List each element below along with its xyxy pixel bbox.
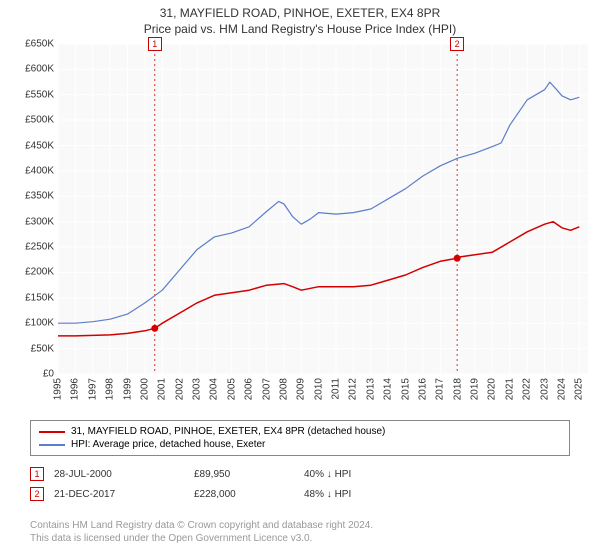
legend-label: 31, MAYFIELD ROAD, PINHOE, EXETER, EX4 8… [71, 426, 385, 437]
legend-swatch [39, 444, 65, 446]
event-id-box: 1 [30, 467, 44, 481]
x-tick-label: 1996 [70, 378, 81, 400]
event-price: £89,950 [194, 469, 294, 480]
event-date: 28-JUL-2000 [54, 469, 184, 480]
x-tick-label: 2014 [383, 378, 394, 400]
x-tick-label: 2005 [226, 378, 237, 400]
x-tick-label: 2015 [400, 378, 411, 400]
x-tick-label: 1998 [105, 378, 116, 400]
x-tick-label: 2017 [435, 378, 446, 400]
x-tick-label: 2008 [278, 378, 289, 400]
x-tick-label: 2020 [487, 378, 498, 400]
footer-attribution: Contains HM Land Registry data © Crown c… [30, 520, 570, 545]
x-tick-label: 2011 [331, 378, 342, 400]
legend-item: HPI: Average price, detached house, Exet… [39, 438, 561, 451]
event-table: 1 28-JUL-2000 £89,950 40% ↓ HPI 2 21-DEC-2017… [30, 464, 570, 504]
x-tick-label: 2021 [504, 378, 515, 400]
chart-subtitle: Price paid vs. HM Land Registry's House … [0, 22, 600, 42]
event-point [454, 255, 461, 262]
x-tick-label: 2023 [539, 378, 550, 400]
x-tick-label: 2025 [574, 378, 585, 400]
legend: 31, MAYFIELD ROAD, PINHOE, EXETER, EX4 8… [30, 420, 570, 456]
y-tick-label: £250K [25, 242, 54, 253]
event-marker-box: 1 [148, 37, 162, 51]
x-tick-label: 2024 [556, 378, 567, 400]
legend-label: HPI: Average price, detached house, Exet… [71, 439, 265, 450]
y-tick-label: £350K [25, 191, 54, 202]
x-tick-label: 2001 [157, 378, 168, 400]
x-tick-label: 1999 [122, 378, 133, 400]
x-axis: 1995199619971998199920002001200220032004… [58, 376, 588, 426]
y-tick-label: £100K [25, 318, 54, 329]
y-tick-label: £550K [25, 89, 54, 100]
x-tick-label: 1995 [53, 378, 64, 400]
chart-title: 31, MAYFIELD ROAD, PINHOE, EXETER, EX4 8… [0, 0, 600, 22]
y-tick-label: £150K [25, 292, 54, 303]
footer-line-2: This data is licensed under the Open Gov… [30, 533, 570, 546]
x-tick-label: 2013 [365, 378, 376, 400]
legend-swatch [39, 431, 65, 433]
y-tick-label: £450K [25, 140, 54, 151]
x-tick-label: 2006 [244, 378, 255, 400]
y-tick-label: £300K [25, 216, 54, 227]
x-tick-label: 2010 [313, 378, 324, 400]
legend-item: 31, MAYFIELD ROAD, PINHOE, EXETER, EX4 8… [39, 425, 561, 438]
x-tick-label: 2002 [174, 378, 185, 400]
y-tick-label: £500K [25, 115, 54, 126]
x-tick-label: 2004 [209, 378, 220, 400]
x-tick-label: 2007 [261, 378, 272, 400]
event-id-box: 2 [30, 487, 44, 501]
x-tick-label: 2016 [417, 378, 428, 400]
event-table-row: 1 28-JUL-2000 £89,950 40% ↓ HPI [30, 464, 570, 484]
event-table-row: 2 21-DEC-2017 £228,000 48% ↓ HPI [30, 484, 570, 504]
x-tick-label: 2009 [296, 378, 307, 400]
y-tick-label: £650K [25, 39, 54, 50]
plot-svg [58, 44, 588, 374]
footer-line-1: Contains HM Land Registry data © Crown c… [30, 520, 570, 533]
plot-area: 12 [58, 44, 588, 374]
x-tick-label: 1997 [87, 378, 98, 400]
x-tick-label: 2003 [192, 378, 203, 400]
event-pct: 48% ↓ HPI [304, 489, 404, 500]
x-tick-label: 2018 [452, 378, 463, 400]
chart-container: { "title": "31, MAYFIELD ROAD, PINHOE, E… [0, 0, 600, 560]
event-pct: 40% ↓ HPI [304, 469, 404, 480]
y-tick-label: £400K [25, 165, 54, 176]
event-date: 21-DEC-2017 [54, 489, 184, 500]
event-point [151, 325, 158, 332]
x-tick-label: 2000 [139, 378, 150, 400]
y-tick-label: £50K [31, 343, 54, 354]
x-tick-label: 2022 [522, 378, 533, 400]
x-tick-label: 2012 [348, 378, 359, 400]
event-price: £228,000 [194, 489, 294, 500]
x-tick-label: 2019 [470, 378, 481, 400]
y-axis: £0£50K£100K£150K£200K£250K£300K£350K£400… [0, 44, 56, 374]
y-tick-label: £200K [25, 267, 54, 278]
y-tick-label: £600K [25, 64, 54, 75]
event-marker-box: 2 [450, 37, 464, 51]
